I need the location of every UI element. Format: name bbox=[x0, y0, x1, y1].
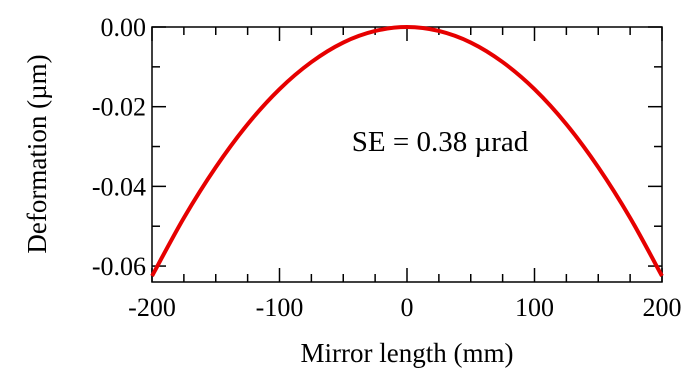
slope-error-annotation: SE = 0.38 µrad bbox=[352, 126, 529, 158]
x-tick-label: 200 bbox=[643, 293, 682, 322]
y-axis-ticks bbox=[152, 26, 662, 267]
x-tick-label: -100 bbox=[256, 293, 304, 322]
x-axis-title: Mirror length (mm) bbox=[301, 338, 514, 368]
x-tick-label: 0 bbox=[401, 293, 414, 322]
y-axis-tick-labels: 0.00 -0.02 -0.04 -0.06 bbox=[92, 13, 146, 281]
x-tick-label: -200 bbox=[128, 293, 176, 322]
x-tick-label: 100 bbox=[515, 293, 554, 322]
y-tick-label: -0.04 bbox=[92, 172, 146, 201]
deformation-series-line bbox=[150, 25, 664, 277]
y-tick-label: -0.06 bbox=[92, 252, 146, 281]
series-layer bbox=[150, 25, 664, 277]
x-axis-tick-labels: -200 -100 0 100 200 bbox=[128, 293, 681, 322]
y-tick-label: 0.00 bbox=[101, 13, 147, 42]
y-tick-label: -0.02 bbox=[92, 93, 146, 122]
y-axis-title: Deformation (µm) bbox=[22, 54, 52, 253]
